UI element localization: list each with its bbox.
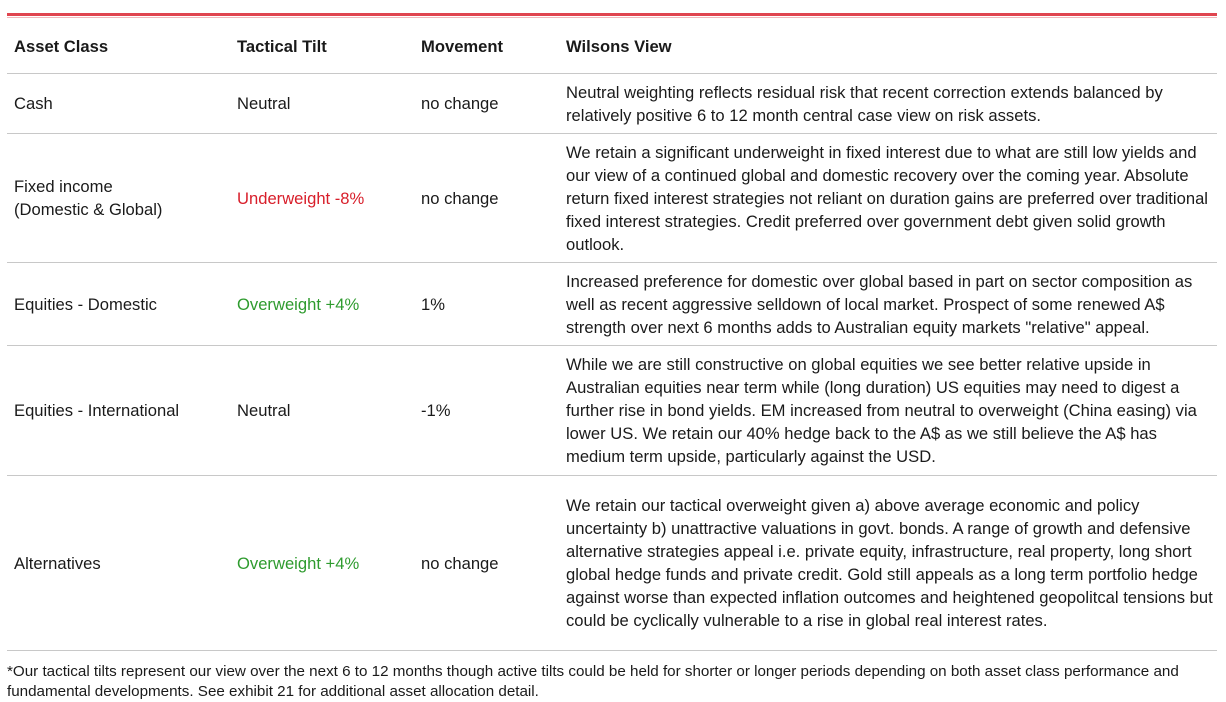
table-cell: Equities - International — [7, 345, 230, 476]
table-row: Cash Neutral no change Neutral weighting re… — [7, 73, 1217, 134]
header-cell: Asset Class — [14, 37, 109, 56]
allocation-table: Asset Class Tactical Tilt Movement Wilso… — [7, 20, 1217, 651]
table-cell: -1% — [414, 345, 559, 476]
table-row: Equities - Domestic Overweight +4% 1% Incre… — [7, 262, 1217, 346]
table-cell: Alternatives — [7, 475, 230, 651]
table-cell: Cash — [7, 73, 230, 134]
table-cell: Increased preference for domestic over g… — [559, 262, 1217, 346]
header-row: Asset Class Tactical Tilt Movement Wilso… — [7, 20, 1217, 74]
table-cell: We retain our tactical overweight given … — [559, 475, 1217, 651]
table-cell: While we are still constructive on globa… — [559, 345, 1217, 476]
table-cell: Equities - Domestic — [7, 262, 230, 346]
table-row: Fixed income (Domestic & Global) Underwei… — [7, 133, 1217, 263]
rule — [7, 13, 1217, 16]
table-cell: Fixed income (Domestic & Global) — [7, 133, 230, 263]
table-cell: no change — [414, 475, 559, 651]
table-cell: 1% — [414, 262, 559, 346]
header-cell: Wilsons View — [566, 37, 672, 56]
header-cell: Movement — [421, 37, 504, 56]
table-cell: Overweight +4% — [230, 262, 414, 346]
footnote: *Our tactical tilts represent our view o… — [7, 663, 1179, 700]
table-cell: no change — [414, 133, 559, 263]
header-cell: Tactical Tilt — [237, 37, 327, 56]
table-cell: Neutral — [230, 345, 414, 476]
rule — [7, 17, 1217, 18]
table-cell: no change — [414, 73, 559, 134]
table-row: Equities - International Neutral -1% While … — [7, 345, 1217, 476]
table-cell: We retain a significant underweight in f… — [559, 133, 1217, 263]
table-cell: Neutral weighting reflects residual risk… — [559, 73, 1217, 134]
table-row: Alternatives Overweight +4% no change We re… — [7, 475, 1217, 651]
table-cell: Underweight -8% — [230, 133, 414, 263]
table-cell: Neutral — [230, 73, 414, 134]
table-cell: Overweight +4% — [230, 475, 414, 651]
